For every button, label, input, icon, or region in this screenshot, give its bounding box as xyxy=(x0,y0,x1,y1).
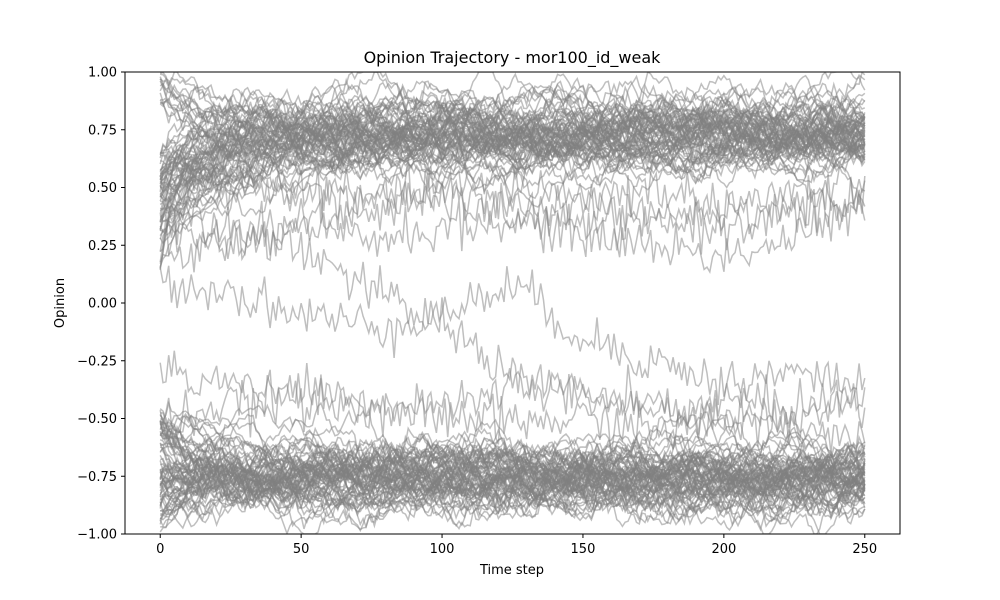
y-tick-label: −0.25 xyxy=(77,354,117,369)
y-tick-label: −0.50 xyxy=(77,412,117,427)
plot-area xyxy=(124,71,901,535)
agent-trajectory xyxy=(159,85,866,230)
agent-trajectory xyxy=(159,444,866,521)
x-tick-label: 50 xyxy=(293,542,310,557)
agent-stray-3-line xyxy=(159,189,866,275)
agent-trajectory xyxy=(160,413,866,500)
x-axis-label: Time step xyxy=(479,563,544,578)
trajectory-lines xyxy=(159,72,866,534)
agent-trajectory xyxy=(159,454,866,510)
y-tick-label: −0.75 xyxy=(77,470,117,485)
agent-stray-7-line xyxy=(159,200,866,454)
y-tick-label: 0.00 xyxy=(88,297,117,312)
x-tick-label: 150 xyxy=(571,542,596,557)
chart-title: Opinion Trajectory - mor100_id_weak xyxy=(364,48,662,68)
agent-trajectory xyxy=(159,428,866,504)
agent-trajectory xyxy=(160,106,866,178)
y-tick-label: 1.00 xyxy=(88,66,117,81)
agent-trajectory xyxy=(159,102,866,268)
x-tick-label: 0 xyxy=(156,542,164,557)
agent-stray-6-line xyxy=(159,350,866,457)
y-axis: −1.00 −0.75 −0.50 −0.25 0.00 0.25 0.50 0.75 1.00 xyxy=(77,66,125,543)
agent-trajectory xyxy=(159,72,866,181)
y-tick-label: 0.25 xyxy=(88,239,117,254)
agent-stray-1-line xyxy=(159,172,866,262)
agent-stray-8-line xyxy=(159,150,866,251)
agent-trajectory xyxy=(160,99,866,161)
x-tick-label: 100 xyxy=(430,542,455,557)
agent-stray-4-line xyxy=(159,265,866,406)
y-tick-label: 0.50 xyxy=(88,181,117,196)
y-axis-label: Opinion xyxy=(53,278,68,328)
x-axis: 0 50 100 150 200 250 xyxy=(156,534,877,557)
agent-trajectory xyxy=(159,420,866,490)
agent-trajectory xyxy=(159,102,866,188)
y-tick-label: 0.75 xyxy=(88,123,117,138)
agent-stray-5-line xyxy=(159,363,866,438)
agent-trajectory xyxy=(160,434,866,519)
agent-trajectory xyxy=(159,400,866,525)
agent-trajectory xyxy=(159,106,866,208)
x-tick-label: 250 xyxy=(852,542,877,557)
agent-trajectory xyxy=(159,442,866,517)
agent-trajectory xyxy=(159,427,866,515)
x-tick-label: 200 xyxy=(711,542,736,557)
agent-trajectory xyxy=(159,446,866,507)
agent-trajectory xyxy=(160,84,866,154)
y-tick-label: −1.00 xyxy=(77,528,117,543)
